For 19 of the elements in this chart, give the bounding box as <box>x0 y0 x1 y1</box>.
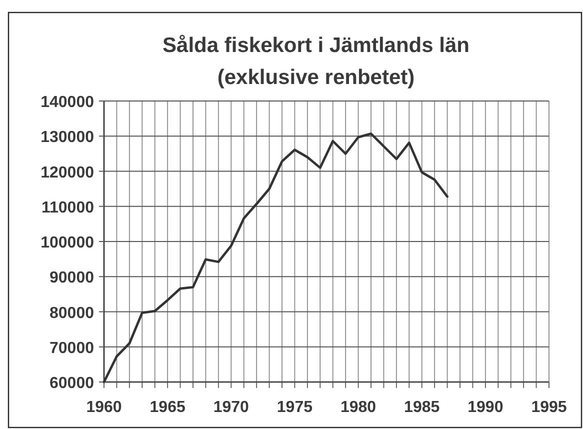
y-tick-label: 120000 <box>40 164 94 182</box>
x-tick-label: 1985 <box>404 399 440 416</box>
y-tick-label: 60000 <box>50 375 94 392</box>
y-tick-label: 140000 <box>40 94 94 111</box>
y-tick-label: 90000 <box>50 270 94 287</box>
x-tick-label: 1980 <box>340 399 376 416</box>
x-tick-label: 1960 <box>86 399 122 416</box>
y-tick-label: 70000 <box>50 340 94 357</box>
x-tick-label: 1990 <box>468 399 504 416</box>
y-tick-label: 110000 <box>41 199 94 216</box>
y-tick-label: 130000 <box>40 129 94 146</box>
x-tick-label: 1965 <box>150 399 186 416</box>
y-tick-label: 100000 <box>40 234 94 252</box>
chart-title: Sålda fiskekort i Jämtlands län <box>162 34 470 57</box>
x-tick-label: 1995 <box>531 399 567 416</box>
x-tick-label: 1970 <box>213 399 250 416</box>
chart-subtitle: (exklusive renbetet) <box>217 66 415 89</box>
y-tick-label: 80000 <box>50 304 94 322</box>
x-tick-label: 1975 <box>276 399 313 416</box>
